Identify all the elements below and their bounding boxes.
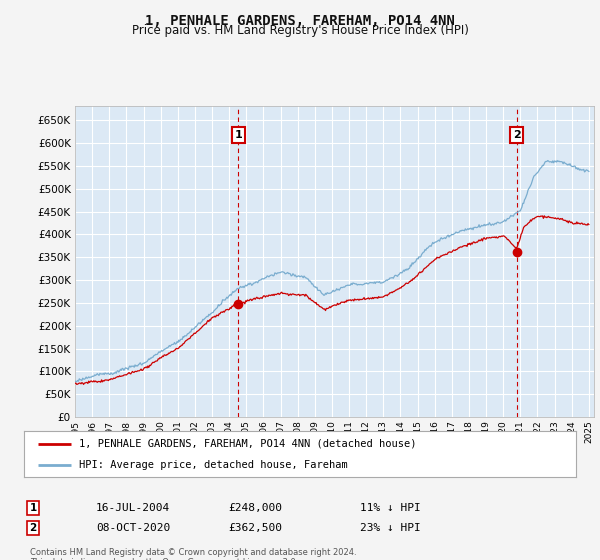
Text: 1: 1 bbox=[29, 503, 37, 513]
Text: 08-OCT-2020: 08-OCT-2020 bbox=[96, 523, 170, 533]
Text: 16-JUL-2004: 16-JUL-2004 bbox=[96, 503, 170, 513]
Text: 23% ↓ HPI: 23% ↓ HPI bbox=[360, 523, 421, 533]
Text: 2: 2 bbox=[513, 130, 521, 140]
Text: 11% ↓ HPI: 11% ↓ HPI bbox=[360, 503, 421, 513]
Text: £248,000: £248,000 bbox=[228, 503, 282, 513]
Text: 1: 1 bbox=[235, 130, 242, 140]
Text: 1, PENHALE GARDENS, FAREHAM, PO14 4NN: 1, PENHALE GARDENS, FAREHAM, PO14 4NN bbox=[145, 14, 455, 28]
Text: 1, PENHALE GARDENS, FAREHAM, PO14 4NN (detached house): 1, PENHALE GARDENS, FAREHAM, PO14 4NN (d… bbox=[79, 438, 416, 449]
Text: Contains HM Land Registry data © Crown copyright and database right 2024.
This d: Contains HM Land Registry data © Crown c… bbox=[30, 548, 356, 560]
Text: HPI: Average price, detached house, Fareham: HPI: Average price, detached house, Fare… bbox=[79, 460, 348, 470]
Text: Price paid vs. HM Land Registry's House Price Index (HPI): Price paid vs. HM Land Registry's House … bbox=[131, 24, 469, 37]
Text: 2: 2 bbox=[29, 523, 37, 533]
Text: £362,500: £362,500 bbox=[228, 523, 282, 533]
